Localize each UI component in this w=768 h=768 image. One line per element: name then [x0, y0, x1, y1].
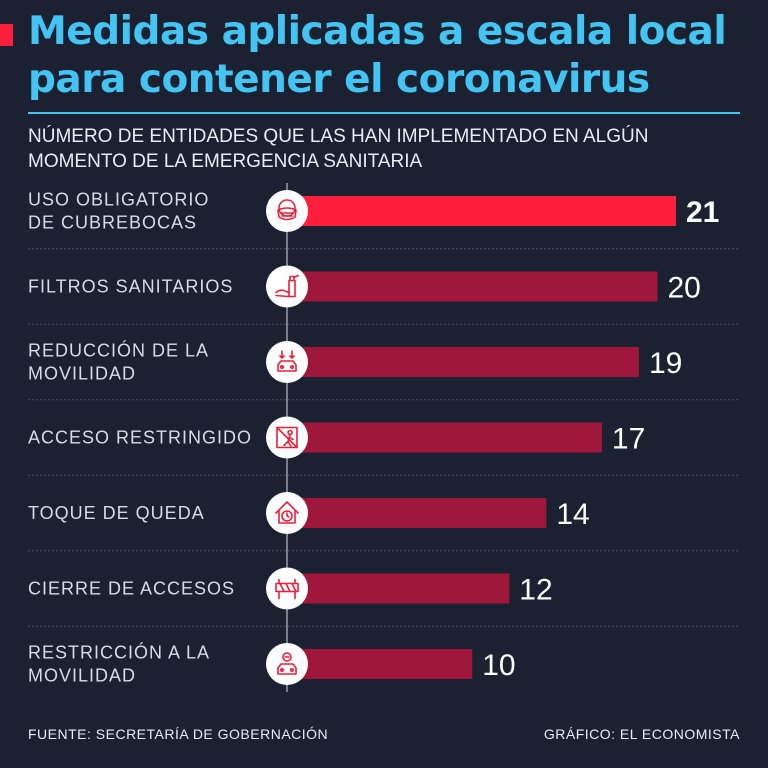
bar-row: TOQUE DE QUEDA 14: [28, 492, 740, 552]
value-label: 14: [556, 498, 589, 531]
icon-stroke: [282, 652, 292, 662]
icon-stroke: [281, 510, 293, 522]
icon-stroke: [288, 279, 296, 298]
icon-stroke: [279, 582, 297, 593]
car-restriction-icon: [266, 643, 308, 685]
icon-stroke: [281, 212, 293, 217]
credit-note: GRÁFICO: EL ECONOMISTA: [543, 726, 740, 742]
category-label: CIERRE DE ACCESOS: [28, 579, 235, 599]
icon-stroke: [289, 274, 299, 282]
category-label-line: MOVILIDAD: [28, 666, 136, 686]
icon-stroke: [289, 668, 295, 673]
bar-row: FILTROS SANITARIOS 20: [28, 265, 740, 325]
bar: [287, 271, 658, 302]
icon-stroke: [280, 668, 285, 673]
bar-row: CIERRE DE ACCESOS 12: [28, 567, 740, 627]
barrier-icon: [266, 567, 308, 610]
hand-sanitizer-icon: [266, 265, 308, 308]
category-label-line: MOVILIDAD: [28, 364, 136, 384]
value-label: 20: [667, 272, 700, 305]
category-label: ACCESO RESTRINGIDO: [28, 428, 252, 448]
bar-row: RESTRICCIÓN A LA MOVILIDAD 10: [28, 642, 516, 686]
icon-badge: [266, 265, 308, 308]
icon-stroke: [275, 582, 299, 593]
category-label: FILTROS SANITARIOS: [28, 277, 233, 297]
icon-stroke: [277, 663, 297, 675]
title-rule: [28, 112, 740, 114]
category-label-line: TOQUE DE QUEDA: [28, 503, 205, 523]
category-label-line: CIERRE DE ACCESOS: [28, 579, 235, 599]
face-mask-icon: [266, 190, 308, 232]
icon-stroke: [283, 434, 294, 448]
icon-stroke: [277, 360, 297, 372]
icon-stroke: [289, 364, 295, 370]
icon-stroke: [276, 426, 298, 449]
value-label: 10: [482, 649, 515, 682]
category-label-line: ACCESO RESTRINGIDO: [28, 428, 252, 448]
icon-stroke: [276, 426, 298, 449]
icon-stroke: [287, 429, 293, 436]
category-label: RESTRICCIÓN A LA MOVILIDAD: [28, 642, 210, 686]
category-label: REDUCCIÓN DE LA MOVILIDAD: [28, 340, 209, 384]
accent-mark: [0, 24, 13, 46]
no-entry-icon: [266, 416, 308, 459]
source-note: FUENTE: SECRETARÍA DE GOBERNACIÓN: [28, 726, 329, 742]
icon-stroke: [275, 501, 299, 524]
bar-row: USO OBLIGATORIO DE CUBREBOCAS 21: [28, 190, 740, 250]
value-label: 19: [649, 347, 682, 380]
category-label-line: USO OBLIGATORIO: [28, 190, 209, 210]
value-label: 17: [612, 423, 645, 456]
category-label-line: FILTROS SANITARIOS: [28, 277, 233, 297]
category-label-line: RESTRICCIÓN A LA: [28, 642, 210, 663]
category-label-line: REDUCCIÓN DE LA: [28, 340, 209, 361]
bar: [287, 196, 676, 226]
icon-stroke: [277, 207, 297, 221]
bar: [287, 498, 547, 528]
value-label: 21: [686, 196, 719, 229]
house-clock-icon: [266, 492, 308, 534]
bar: [287, 573, 510, 604]
bar-chart: USO OBLIGATORIO DE CUBREBOCAS 21 FILTROS SA…: [28, 183, 740, 692]
icon-stroke: [280, 364, 285, 370]
chart-subtitle: NÚMERO DE ENTIDADES QUE LAS HAN IMPLEMEN…: [28, 126, 649, 172]
icon-badge: [266, 567, 308, 610]
category-label: TOQUE DE QUEDA: [28, 503, 205, 523]
value-label: 12: [519, 574, 552, 607]
bar: [287, 649, 473, 679]
category-label: USO OBLIGATORIO DE CUBREBOCAS: [28, 190, 209, 233]
bar: [287, 422, 602, 453]
icon-stroke: [279, 350, 295, 359]
bar-row: ACCESO RESTRINGIDO 17: [28, 416, 740, 476]
chart-title: Medidas aplicadas a escala local para co…: [28, 9, 727, 102]
icon-badge: [266, 190, 308, 232]
icon-stroke: [286, 512, 290, 518]
bar: [287, 347, 639, 377]
category-label-line: DE CUBREBOCAS: [28, 213, 197, 233]
icon-stroke: [278, 578, 296, 600]
bar-row: REDUCCIÓN DE LA MOVILIDAD 19: [28, 340, 740, 401]
icon-stroke: [275, 289, 290, 298]
car-reduction-icon: [266, 341, 308, 383]
icon-badge: [266, 341, 308, 383]
